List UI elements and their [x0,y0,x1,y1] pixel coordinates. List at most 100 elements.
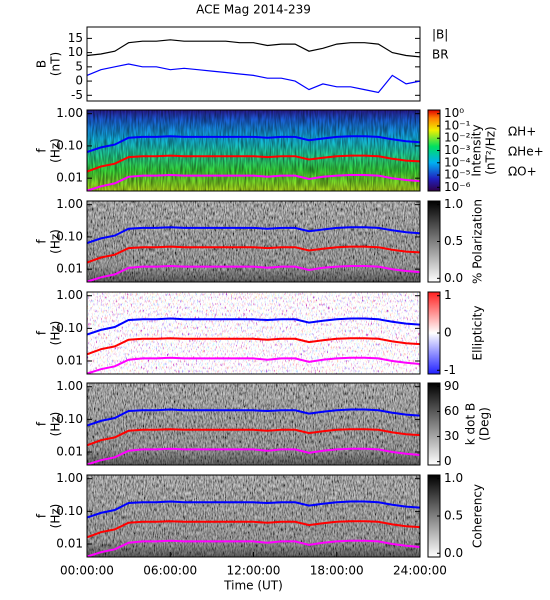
y-tick-label: 1.00 [56,471,83,485]
colorbar-label: (Deg) [478,407,492,441]
colorbar-tick-label: 10⁰ [444,106,464,120]
spectrogram-shade [87,475,420,557]
frame [86,109,421,192]
y-tick-label: 0 [75,74,83,88]
gyrofrequency-line [87,135,420,153]
colorbar-label: Ellipticity [471,306,485,361]
legend-label: ΩHe+ [508,145,544,159]
series-group [87,226,420,282]
gyrofrequency-line [87,520,420,539]
colorbar-tick-label: -1 [444,363,456,377]
gyrofrequency-line [87,428,420,447]
gyrofrequency-line [87,154,420,173]
colorbar-tick-label: 1 [444,288,452,302]
y-tick-label: 0.10 [56,138,83,152]
y-axis-label: f [35,421,49,426]
colorbar-tick-label: 30 [444,429,459,443]
y-axis-label: (Hz) [49,138,63,163]
gyrofrequency-line [87,447,420,465]
gyrofrequency-line [87,226,420,244]
y-tick-label: 0.01 [56,445,83,459]
colorbar-tick-label: 0.0 [444,271,463,285]
frame [86,291,421,375]
y-tick-label: 0.10 [56,412,83,426]
legend-label: BR [432,48,449,62]
series-group [87,135,420,191]
x-tick-label: 12:00:00 [227,564,281,578]
y-tick-label: 1.00 [56,106,83,120]
colorbar-tick-label: 1.0 [444,471,463,485]
colorbar-tick-label: 0.5 [444,234,463,248]
y-tick-label: 1.00 [56,288,83,302]
y-tick-label: 5 [75,59,83,73]
colorbar-tick-label: 0 [444,326,452,340]
colorbar-label: Coherency [471,484,485,548]
frame [86,26,421,102]
gyrofrequency-line [87,317,420,336]
colorbar-label: % Polarization [471,199,485,284]
y-tick-label: 10 [68,45,83,59]
y-axis-label: (Hz) [49,229,63,254]
y-axis-label: (Hz) [49,504,63,529]
colorbar-label: k dot B [464,403,478,445]
gyrofrequency-line [87,356,420,374]
series-group [87,317,420,374]
y-axis-label: f [35,513,49,518]
spectrogram-background [87,292,420,374]
frame [86,200,421,283]
gyrofrequency-line [87,539,420,557]
legend-label: ΩO+ [508,165,537,179]
series-group [87,39,420,94]
colorbar-tick-label: 0 [444,454,452,468]
series-group [87,408,420,465]
y-tick-label: 0.01 [56,262,83,276]
colorbar-tick-label: 0.0 [444,546,463,560]
y-tick-label: 0.10 [56,229,83,243]
y-tick-label: -5 [71,88,83,102]
y-tick-label: 0.10 [56,321,83,335]
colorbar-tick-label: 60 [444,404,459,418]
y-axis-label: B [35,60,49,68]
y-axis-label: f [35,148,49,153]
colorbar-label: Intensity [470,124,484,176]
y-axis-label: (Hz) [49,412,63,437]
spectrogram-shade [87,201,420,282]
gyrofrequency-line [87,500,420,519]
colorbar-tick-label: 10⁻⁵ [444,168,471,182]
y-tick-label: 15 [68,31,83,45]
gyrofrequency-line [87,264,420,282]
y-tick-label: 1.00 [56,379,83,393]
x-tick-label: 00:00:00 [60,564,114,578]
frame [86,382,421,466]
gyrofrequency-line [87,173,420,191]
frame [86,474,421,558]
colorbar-tick-label: 10⁻³ [444,143,471,157]
y-tick-label: 0.01 [56,537,83,551]
gyrofrequency-line [87,408,420,427]
gyrofrequency-line [87,245,420,264]
legend-label: |B| [432,28,448,42]
chart-title: ACE Mag 2014-239 [196,3,311,17]
colorbar [427,382,441,466]
series-group [87,500,420,557]
y-axis-label: f [35,330,49,335]
y-axis-label: (nT) [49,52,63,76]
legend-label: ΩH+ [508,125,536,139]
x-axis-label: Time (UT) [223,579,283,593]
colorbar-tick-label: 1.0 [444,197,463,211]
spectrogram-shade [87,383,420,465]
colorbar-tick-label: 10⁻¹ [444,118,471,132]
y-axis-label: (Hz) [49,321,63,346]
y-tick-label: 1.00 [56,197,83,211]
colorbar-tick-label: 10⁻⁶ [444,180,471,194]
line [87,63,420,94]
x-tick-label: 24:00:00 [393,564,447,578]
y-tick-label: 0.01 [56,354,83,368]
y-axis-label: f [35,239,49,244]
y-tick-label: 0.10 [56,504,83,518]
colorbar-tick-label: 10⁻⁴ [444,155,471,169]
y-tick-label: 0.01 [56,171,83,185]
colorbar-tick-label: 10⁻² [444,131,471,145]
